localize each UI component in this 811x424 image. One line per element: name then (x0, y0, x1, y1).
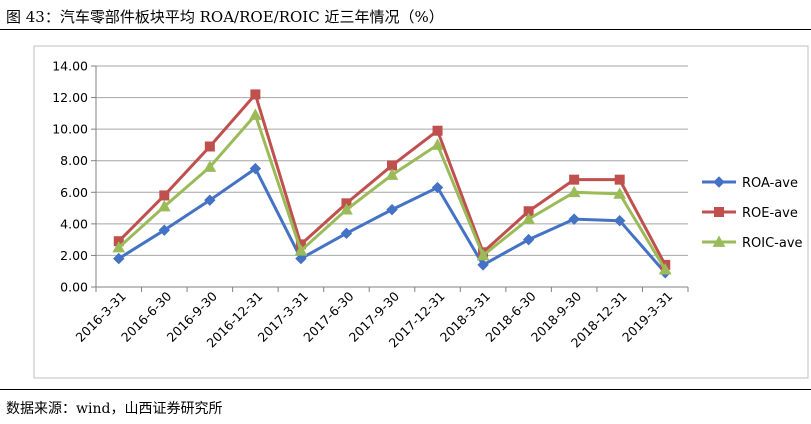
data-point-roa-ave (477, 259, 489, 271)
y-tick-label: 10.00 (52, 122, 88, 137)
series-group (112, 89, 672, 279)
data-point-roic-ave (157, 199, 171, 212)
legend-label: ROIC-ave (742, 236, 803, 251)
y-tick-label: 12.00 (52, 90, 88, 105)
data-point-roa-ave (522, 233, 535, 246)
data-point-roic-ave (340, 203, 353, 215)
y-tick-label: 4.00 (60, 216, 88, 231)
legend-label: ROE-ave (742, 206, 798, 221)
y-tick-label: 0.00 (60, 280, 88, 295)
data-point-roa-ave (295, 252, 307, 265)
data-point-roic-ave (431, 138, 444, 150)
figure-title: 图 43：汽车零部件板块平均 ROA/ROE/ROIC 近三年情况（%） (6, 8, 444, 26)
data-point-roe-ave (569, 174, 580, 185)
y-tick-label: 8.00 (60, 153, 88, 168)
data-point-roe-ave (432, 125, 443, 136)
data-point-roa-ave (386, 203, 398, 216)
legend-label: ROA-ave (742, 176, 798, 191)
data-point-roic-ave (294, 244, 308, 256)
legend-item-roa-ave: ROA-ave (702, 176, 798, 191)
y-tick-label: 14.00 (52, 59, 88, 74)
data-point-roe-ave (250, 89, 261, 100)
data-point-roic-ave (658, 263, 672, 275)
bottom-rule (0, 389, 811, 390)
series-roic-ave (112, 108, 672, 275)
axes (95, 66, 688, 288)
figure-source: 数据来源：wind，山西证券研究所 (6, 401, 223, 417)
chart-area-border (33, 45, 809, 379)
data-point-roa-ave (431, 181, 444, 194)
data-point-roa-ave (204, 194, 216, 206)
data-point-roic-ave (567, 185, 581, 198)
data-point-roa-ave (613, 214, 626, 227)
data-point-roa-ave (340, 227, 353, 240)
top-rule (0, 29, 811, 30)
legend-item-roe-ave: ROE-ave (702, 206, 798, 221)
data-point-roic-ave (476, 248, 490, 261)
legend: ROA-ave ROE-ave ROIC-ave (702, 176, 803, 251)
data-point-roa-ave (158, 224, 171, 236)
legend-item-roic-ave: ROIC-ave (702, 235, 803, 251)
data-point-roic-ave (249, 108, 262, 120)
data-point-roic-ave (203, 160, 217, 172)
data-point-roic-ave (112, 241, 126, 253)
data-point-roe-ave (159, 190, 170, 201)
data-point-roic-ave (522, 212, 535, 225)
data-point-roa-ave (113, 252, 125, 265)
data-point-roa-ave (249, 162, 262, 175)
y-tick-label: 2.00 (60, 248, 88, 263)
data-point-roe-ave (614, 174, 625, 185)
data-point-roe-ave (204, 141, 215, 152)
legend-marker (712, 235, 726, 247)
y-axis-ticks: 0.00 2.00 4.00 6.00 8.00 10.00 12.00 14.00 (52, 59, 96, 295)
data-point-roa-ave (568, 213, 580, 225)
data-point-roic-ave (385, 168, 399, 180)
y-tick-label: 6.00 (60, 185, 88, 200)
data-point-roic-ave (613, 187, 627, 199)
legend-marker (713, 176, 725, 188)
legend-marker (714, 207, 724, 217)
